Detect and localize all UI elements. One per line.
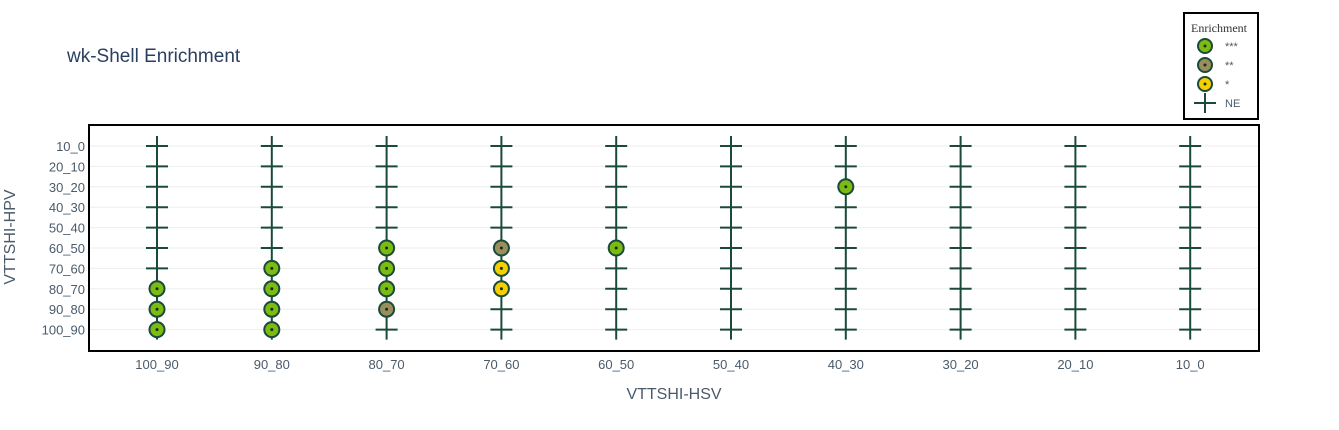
y-tick-label: 30_20	[49, 180, 85, 195]
y-axis-title: VTTSHI-HPV	[2, 189, 19, 284]
x-tick-label: 30_20	[943, 357, 979, 372]
x-tick-label: 40_30	[828, 357, 864, 372]
x-tick-label: 20_10	[1057, 357, 1093, 372]
data-point	[148, 300, 166, 318]
x-axis-title: VTTSHI-HSV	[626, 386, 721, 403]
x-tick-label: 80_70	[369, 357, 405, 372]
y-tick-label: 100_90	[42, 323, 85, 338]
y-tick-label: 20_10	[49, 159, 85, 174]
legend-frame	[1183, 12, 1259, 120]
plot-frame	[88, 124, 1260, 352]
data-point	[148, 321, 166, 339]
y-tick-label: 60_50	[49, 241, 85, 256]
x-tick-label: 50_40	[713, 357, 749, 372]
y-tick-label: 80_70	[49, 282, 85, 297]
markers	[146, 145, 1202, 339]
y-tick-label: 40_30	[49, 200, 85, 215]
data-point	[263, 259, 281, 277]
legend: Enrichment ******NE	[1183, 12, 1259, 120]
x-tick-label: 10_0	[1176, 357, 1205, 372]
data-point	[378, 280, 396, 298]
legend-label: NE	[1225, 98, 1240, 110]
legend-title: Enrichment	[1191, 21, 1248, 35]
data-point	[492, 259, 510, 277]
data-point	[263, 321, 281, 339]
data-point	[837, 178, 855, 196]
legend-label: *	[1225, 79, 1230, 91]
y-tick-label: 90_80	[49, 302, 85, 317]
y-tick-label: 70_60	[49, 261, 85, 276]
x-tick-labels: 100_90 90_80 80_70 70_60 60_50 50_40 40_30 30_2…	[135, 357, 1204, 372]
legend-item[interactable]: *	[1197, 76, 1230, 92]
x-tick-label: 70_60	[483, 357, 519, 372]
legend-item[interactable]: ***	[1197, 38, 1239, 54]
data-point	[607, 239, 625, 257]
y-tick-label: 50_40	[49, 221, 85, 236]
data-point	[263, 300, 281, 318]
data-point	[492, 280, 510, 298]
legend-label: **	[1225, 60, 1234, 72]
x-tick-label: 60_50	[598, 357, 634, 372]
grid-lines	[90, 145, 1258, 331]
legend-label: ***	[1225, 41, 1239, 53]
data-point	[492, 239, 510, 257]
chart-title: wk-Shell Enrichment	[66, 46, 241, 67]
x-tick-label: 90_80	[254, 357, 290, 372]
y-tick-label: 10_0	[56, 139, 85, 154]
legend-item[interactable]: **	[1197, 57, 1234, 73]
data-point	[263, 280, 281, 298]
x-tick-label: 100_90	[135, 357, 178, 372]
data-point	[148, 280, 166, 298]
data-point	[378, 239, 396, 257]
data-point	[378, 259, 396, 277]
y-tick-labels: 10_0 20_10 30_20 40_30 50_40 60_50 70_60 80_70 9…	[42, 139, 85, 338]
legend-item[interactable]: NE	[1194, 93, 1240, 113]
data-point	[378, 300, 396, 318]
